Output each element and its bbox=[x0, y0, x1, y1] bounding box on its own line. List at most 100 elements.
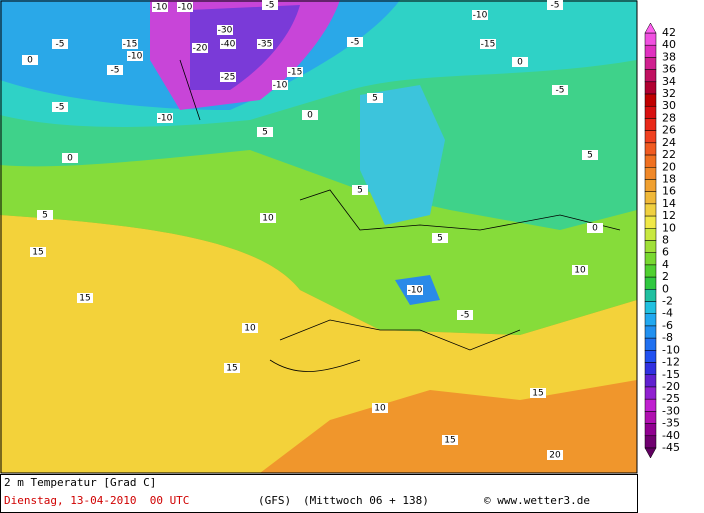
contour-label: -15 bbox=[123, 40, 138, 50]
legend-cell bbox=[644, 118, 657, 131]
contour-label: -5 bbox=[266, 1, 275, 11]
legend-label: -12 bbox=[662, 356, 680, 369]
contour-label: -20 bbox=[193, 44, 208, 54]
contour-label: 20 bbox=[549, 451, 561, 461]
label-box bbox=[257, 127, 273, 137]
label-box bbox=[552, 85, 568, 95]
contour-label: -10 bbox=[473, 11, 488, 21]
contour-label: 5 bbox=[587, 151, 593, 161]
legend-label: 2 bbox=[662, 270, 669, 283]
label-box bbox=[372, 403, 388, 413]
label-box bbox=[122, 39, 138, 49]
legend-cell bbox=[644, 435, 657, 449]
label-box bbox=[220, 39, 236, 49]
legend-label: -40 bbox=[662, 429, 680, 442]
footer-box bbox=[0, 474, 638, 513]
contour-label: -40 bbox=[221, 40, 236, 50]
legend-cell bbox=[644, 130, 657, 144]
label-box bbox=[262, 0, 278, 10]
label-box bbox=[157, 113, 173, 123]
legend-cell bbox=[644, 57, 657, 70]
legend-tip-top bbox=[644, 22, 657, 34]
legend-cell bbox=[644, 362, 657, 376]
legend-cell bbox=[644, 154, 657, 168]
legend-cell bbox=[644, 337, 657, 351]
label-box bbox=[432, 233, 448, 243]
label-box bbox=[22, 55, 38, 65]
legend-label: -8 bbox=[662, 331, 673, 344]
legend-label: 18 bbox=[662, 172, 676, 185]
contour-label: -5 bbox=[56, 103, 65, 113]
legend-label: 16 bbox=[662, 185, 676, 198]
legend-label: 30 bbox=[662, 99, 676, 112]
label-box bbox=[224, 363, 240, 373]
contour-label: 0 bbox=[27, 56, 33, 66]
contour-label: -10 bbox=[408, 286, 423, 296]
legend-cell bbox=[644, 93, 657, 107]
legend-label: 22 bbox=[662, 148, 676, 161]
contour-label: -35 bbox=[258, 40, 273, 50]
contour-label: 10 bbox=[262, 214, 274, 224]
legend-label: 24 bbox=[662, 136, 676, 149]
label-box bbox=[480, 39, 496, 49]
legend-label: -6 bbox=[662, 319, 673, 332]
contour-label: -5 bbox=[461, 311, 470, 321]
legend-label: -4 bbox=[662, 307, 673, 320]
legend-label: 28 bbox=[662, 111, 676, 124]
contour-label: -30 bbox=[218, 26, 233, 36]
legend-cell bbox=[644, 44, 657, 58]
contour-label: -25 bbox=[221, 73, 236, 83]
legend-cell bbox=[644, 240, 657, 253]
legend-cell bbox=[644, 313, 657, 327]
yellow-zone bbox=[0, 215, 637, 473]
label-box bbox=[127, 51, 143, 61]
contour-label: -10 bbox=[273, 81, 288, 91]
contour-label: 15 bbox=[444, 436, 455, 446]
contour-label: -5 bbox=[351, 38, 360, 48]
legend-label: -15 bbox=[662, 368, 680, 381]
label-box bbox=[257, 39, 273, 49]
label-box bbox=[217, 25, 233, 35]
contour-label: 0 bbox=[517, 58, 523, 68]
label-box bbox=[472, 10, 488, 20]
legend-label: -30 bbox=[662, 404, 680, 417]
footer-title: 2 m Temperatur [Grad C] bbox=[4, 476, 156, 489]
label-box bbox=[302, 110, 318, 120]
label-box bbox=[107, 65, 123, 75]
label-box bbox=[52, 102, 68, 112]
contour-label: -15 bbox=[288, 68, 303, 78]
label-box bbox=[30, 247, 46, 257]
legend-label: 42 bbox=[662, 26, 676, 39]
legend-cell bbox=[644, 301, 657, 314]
footer-credit: © www.wetter3.de bbox=[484, 494, 590, 507]
legend-cell bbox=[644, 69, 657, 83]
contour-label: 15 bbox=[32, 248, 43, 258]
label-box bbox=[152, 2, 168, 12]
legend-cell bbox=[644, 252, 657, 266]
legend-label: -25 bbox=[662, 392, 680, 405]
label-box bbox=[407, 285, 423, 295]
contour-label: 5 bbox=[437, 234, 443, 244]
legend-tip-bottom bbox=[644, 447, 657, 459]
legend-cell bbox=[644, 289, 657, 302]
map-frame bbox=[0, 0, 638, 474]
map bbox=[0, 0, 638, 474]
legend-cell bbox=[644, 142, 657, 156]
contour-labels: -10 -10 -5-10-5-5 -15 -20 -35-40 -5 -15-10-30-1… bbox=[22, 0, 603, 461]
legend-cell bbox=[644, 411, 657, 424]
coastline bbox=[179, 59, 621, 372]
label-box bbox=[272, 80, 288, 90]
label-box bbox=[547, 0, 563, 10]
legend-label: 0 bbox=[662, 282, 669, 295]
contour-label: 0 bbox=[592, 224, 598, 234]
legend-label: 8 bbox=[662, 234, 669, 247]
footer-model: (GFS) bbox=[258, 494, 291, 507]
legend-cell bbox=[644, 105, 657, 119]
contour-label: -5 bbox=[56, 40, 65, 50]
legend-cell bbox=[644, 350, 657, 363]
contour-label: -5 bbox=[111, 66, 120, 76]
legend-label: 26 bbox=[662, 124, 676, 137]
label-box bbox=[367, 93, 383, 103]
label-box bbox=[347, 37, 363, 47]
